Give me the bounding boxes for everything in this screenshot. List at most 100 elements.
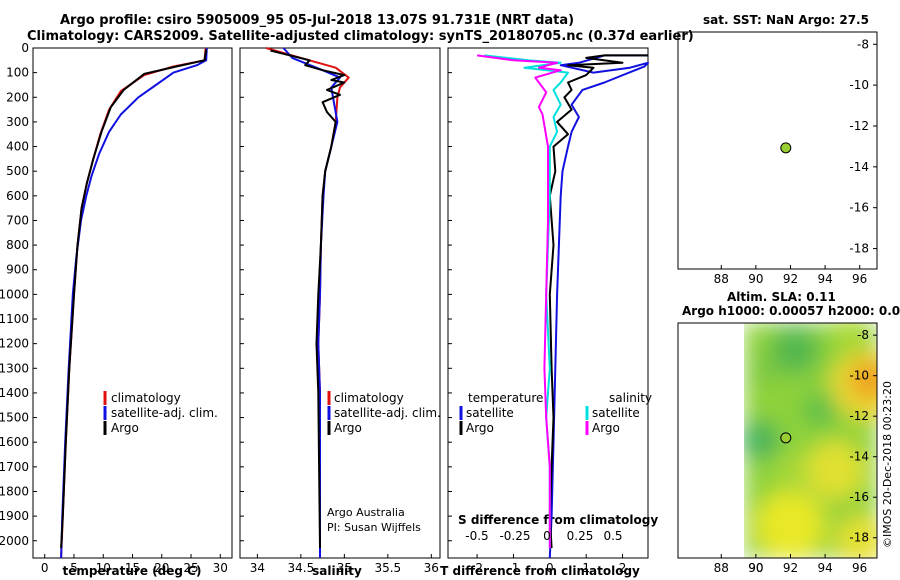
lat-tick-label: -8 [857, 328, 869, 342]
lat-tick-label: -10 [849, 78, 869, 92]
x-tick-label: 2 [619, 561, 627, 575]
legend-t-satellite: satellite [466, 406, 514, 420]
lon-tick-label: 96 [852, 272, 867, 286]
series-line-climatology [60, 47, 207, 559]
s-diff-tick-label: 0.5 [603, 529, 622, 543]
x-tick-label: 34 [250, 561, 265, 575]
title-line-1: Argo profile: csiro 5905009_95 05-Jul-20… [60, 13, 575, 28]
lat-tick-label: -14 [849, 450, 869, 464]
lon-tick-label: 94 [817, 272, 832, 286]
lon-tick-label: 90 [748, 272, 763, 286]
s-diff-tick-label: -0.25 [499, 529, 530, 543]
lat-tick-label: -14 [849, 160, 869, 174]
x-tick-label: 36 [424, 561, 439, 575]
annotation-pi: PI: Susan Wijffels [327, 521, 421, 534]
x-tick-label: 34.5 [288, 561, 315, 575]
depth-tick-label: 1900 [0, 509, 29, 523]
lat-tick-label: -10 [849, 369, 869, 383]
series-line-satellite-adj-clim- [60, 47, 208, 559]
difference-xlabel: T difference from climatology [440, 564, 640, 578]
annotation-argo-australia: Argo Australia [327, 506, 405, 519]
x-tick-label: 10 [96, 561, 111, 575]
argo-location-marker [780, 142, 792, 154]
legend-argo: Argo [111, 421, 139, 435]
depth-tick-label: 700 [6, 213, 29, 227]
depth-tick-label: 200 [6, 90, 29, 104]
series-line-t-satellite [548, 54, 649, 559]
depth-tick-label: 1200 [0, 337, 29, 351]
lon-tick-label: 90 [748, 561, 763, 575]
lat-tick-label: -18 [849, 242, 869, 256]
series-line-argo [270, 49, 346, 549]
legend-t-argo: Argo [466, 421, 494, 435]
sst-title: sat. SST: NaN Argo: 27.5 [703, 13, 869, 27]
depth-tick-label: 2000 [0, 534, 29, 548]
legend-s-argo: Argo [592, 421, 620, 435]
legend-s-satellite: satellite [592, 406, 640, 420]
x-tick-label: 5 [70, 561, 78, 575]
series-line-s-satellite [484, 54, 569, 549]
lat-tick-label: -16 [849, 201, 869, 215]
depth-tick-label: 400 [6, 140, 29, 154]
sla-title-2: Argo h1000: 0.00057 h2000: 0.01 [682, 304, 900, 318]
depth-tick-label: 1600 [0, 435, 29, 449]
x-tick-label: 25 [183, 561, 198, 575]
depth-tick-label: 1300 [0, 361, 29, 375]
depth-tick-label: 0 [21, 41, 29, 55]
lon-tick-label: 88 [714, 272, 729, 286]
lat-tick-label: -18 [849, 531, 869, 545]
series-line-argo [60, 49, 208, 549]
legend-satellite-adj: satellite-adj. clim. [111, 406, 218, 420]
legend-temperature-head: temperature [468, 391, 543, 405]
x-tick-label: -2 [471, 561, 483, 575]
lon-tick-label: 94 [817, 561, 832, 575]
depth-tick-label: 900 [6, 263, 29, 277]
depth-tick-label: 100 [6, 66, 29, 80]
lon-tick-label: 96 [852, 561, 867, 575]
lat-tick-label: -12 [849, 119, 869, 133]
x-tick-label: 35.5 [374, 561, 401, 575]
x-tick-label: 20 [154, 561, 169, 575]
title-line-2: Climatology: CARS2009. Satellite-adjuste… [27, 29, 694, 44]
lat-tick-label: -8 [857, 37, 869, 51]
s-diff-tick-label: 0 [543, 529, 551, 543]
difference-legend [459, 406, 589, 435]
series-line-s-argo [476, 54, 562, 549]
depth-tick-label: 800 [6, 238, 29, 252]
depth-tick-label: 1700 [0, 460, 29, 474]
difference-panel [447, 47, 649, 559]
x-tick-label: 0 [546, 561, 554, 575]
argo-location-marker [780, 432, 792, 444]
sla-map-panel [677, 322, 878, 559]
series-line-t-argo [548, 54, 648, 549]
lon-tick-label: 90 [748, 561, 763, 575]
salinity-panel [239, 47, 441, 559]
lat-tick-label: -12 [849, 409, 869, 423]
chart-marks: 0100200300400500600700800900100011001200… [0, 37, 877, 575]
legend-satellite-adj: satellite-adj. clim. [334, 406, 441, 420]
depth-tick-label: 1800 [0, 484, 29, 498]
s-diff-tick-label: -0.5 [465, 529, 488, 543]
s-diff-axis-label: S difference from climatology [458, 513, 658, 527]
sla-title-1: Altim. SLA: 0.11 [727, 290, 836, 304]
temperature-xlabel: temperature (deg C) [63, 564, 202, 578]
lat-tick-label: -16 [849, 490, 869, 504]
lon-tick-label: 92 [783, 272, 798, 286]
depth-tick-label: 300 [6, 115, 29, 129]
depth-tick-label: 500 [6, 164, 29, 178]
depth-tick-label: 1500 [0, 411, 29, 425]
legend-climatology: climatology [334, 391, 404, 405]
x-tick-label: 30 [213, 561, 228, 575]
depth-tick-label: 1400 [0, 386, 29, 400]
lon-tick-label: 92 [783, 561, 798, 575]
series-line-satellite-adj-clim- [282, 47, 341, 558]
lon-tick-label: 88 [714, 561, 729, 575]
x-tick-label: 15 [125, 561, 140, 575]
salinity-xlabel: salinity [312, 564, 362, 578]
x-tick-label: 0 [41, 561, 49, 575]
legend-climatology: climatology [111, 391, 181, 405]
depth-tick-label: 600 [6, 189, 29, 203]
sla-heatmap [744, 323, 877, 558]
legend-salinity-head: salinity [609, 391, 652, 405]
